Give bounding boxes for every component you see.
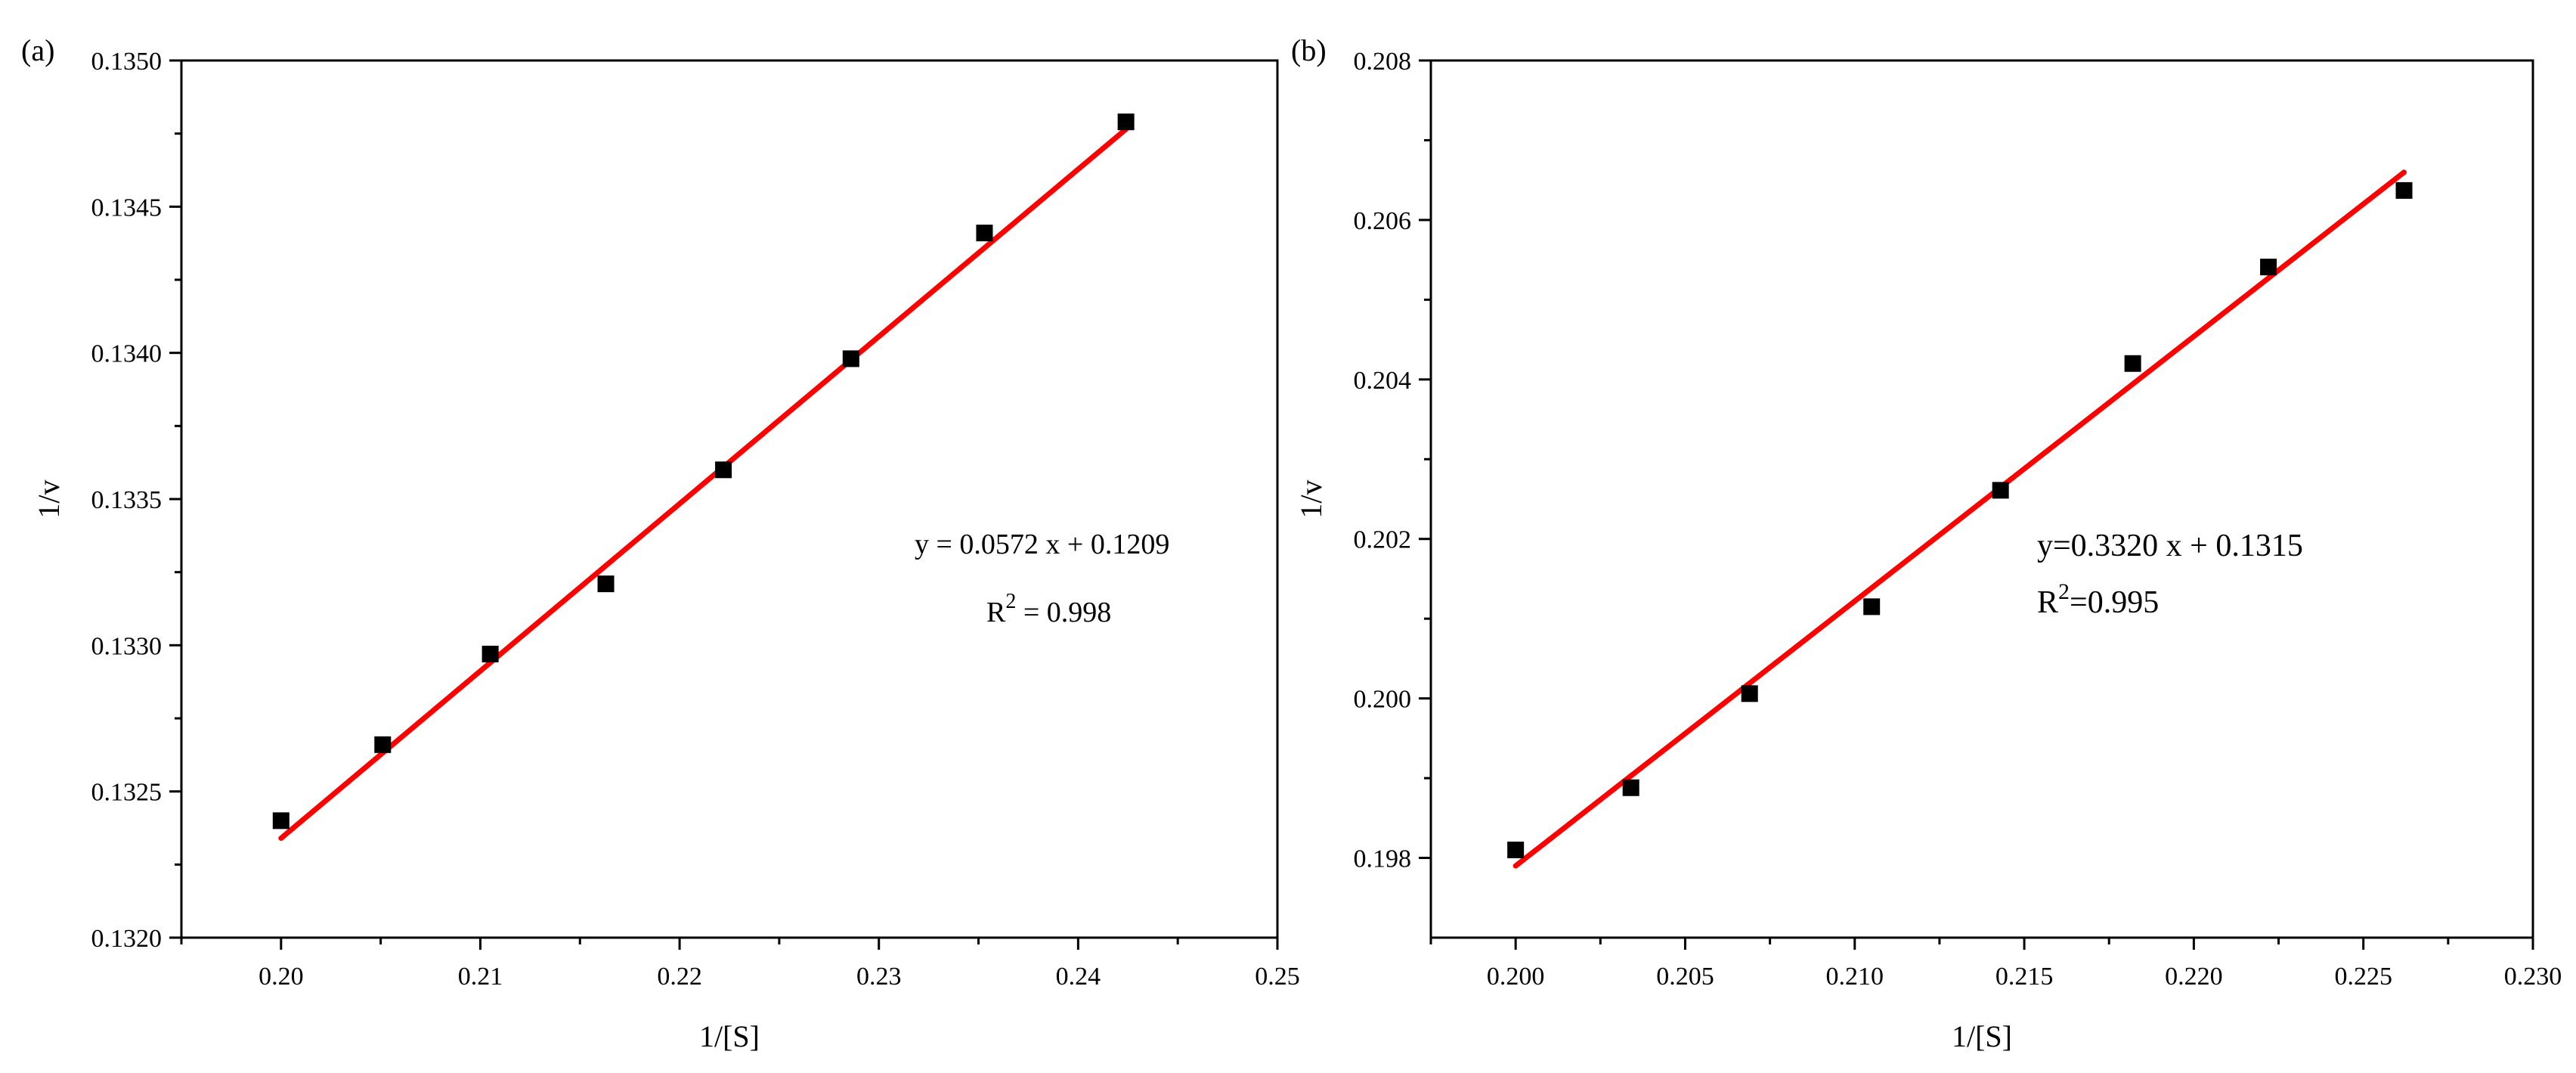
data-point xyxy=(374,736,392,753)
panel-b-label: (b) xyxy=(1291,33,1327,67)
x-tick-label: 0.230 xyxy=(2504,963,2562,991)
x-tick-label: 0.20 xyxy=(259,963,304,991)
panel-a-label: (a) xyxy=(21,33,54,67)
data-point xyxy=(1992,482,2009,499)
data-point xyxy=(597,575,615,593)
panel-a-points xyxy=(272,113,1135,830)
data-point xyxy=(1117,113,1135,131)
panel-b-points xyxy=(1507,181,2413,858)
panel-b-y-axis-title: 1/v xyxy=(1294,479,1328,518)
x-tick-label: 0.225 xyxy=(2334,963,2392,991)
x-tick-label: 0.22 xyxy=(657,963,702,991)
x-tick-label: 0.210 xyxy=(1826,963,1884,991)
panel-a-fit-equation: y = 0.0572 x + 0.1209 xyxy=(915,529,1169,560)
data-point xyxy=(1741,685,1758,702)
panel-b-fit-equation: y=0.3320 x + 0.1315 xyxy=(2037,529,2303,563)
x-tick-label: 0.205 xyxy=(1656,963,1714,991)
panel-b-r2-superscript: 2 xyxy=(2058,579,2070,604)
panel-b-x-axis-title: 1/[S] xyxy=(1952,1019,2012,1053)
x-tick-label: 0.24 xyxy=(1056,963,1101,991)
data-point xyxy=(272,812,289,830)
fit-line xyxy=(278,126,1129,842)
x-tick-label: 0.220 xyxy=(2165,963,2223,991)
data-point xyxy=(2124,355,2141,372)
data-point xyxy=(715,461,732,479)
panel-a-r2-superscript: 2 xyxy=(1005,590,1016,613)
panel-a-y-ticks: 0.1320 0.1325 0.1330 0.1335 0.1340 0.1345 0.13… xyxy=(91,48,181,953)
data-point xyxy=(1863,598,1881,616)
y-tick-label: 0.1350 xyxy=(91,48,163,76)
panel-b-r2-value: =0.995 xyxy=(2070,585,2159,620)
x-tick-label: 0.21 xyxy=(458,963,503,991)
data-point xyxy=(481,645,499,662)
data-point xyxy=(1622,779,1639,796)
data-point xyxy=(2395,181,2413,199)
y-tick-label: 0.1330 xyxy=(91,632,163,660)
x-tick-label: 0.25 xyxy=(1255,963,1300,991)
x-tick-label: 0.23 xyxy=(856,963,902,991)
y-tick-label: 0.198 xyxy=(1354,845,1412,873)
y-tick-label: 0.208 xyxy=(1354,48,1412,76)
panel-b-plot-frame xyxy=(1429,59,2534,939)
panel-a: (a) 0.20 0.21 0.22 0.23 0.24 0.25 0.13200.132… xyxy=(21,33,1300,1053)
fit-line xyxy=(1512,169,2407,869)
y-tick-label: 0.204 xyxy=(1354,367,1412,395)
y-tick-label: 0.206 xyxy=(1354,207,1412,235)
panel-b-y-ticks: 0.198 0.200 0.202 0.204 0.206 0.208 xyxy=(1354,48,1431,873)
panel-b: (b) 0.200 0.205 0.210 0.215 0.220 0.225 0.230 … xyxy=(1291,33,2562,1053)
x-tick-label: 0.200 xyxy=(1487,963,1545,991)
panel-b-r-squared: R2=0.995 xyxy=(2037,579,2159,620)
y-tick-label: 0.1320 xyxy=(91,925,163,953)
panel-a-x-ticks: 0.20 0.21 0.22 0.23 0.24 0.25 xyxy=(180,938,1300,991)
panel-a-r2-prefix: R xyxy=(986,597,1006,628)
data-point xyxy=(976,225,993,242)
panel-a-fit-line xyxy=(278,126,1129,842)
y-tick-label: 0.1340 xyxy=(91,340,163,368)
y-tick-label: 0.200 xyxy=(1354,686,1412,714)
panel-a-plot-frame xyxy=(180,59,1279,939)
panel-a-r2-value: = 0.998 xyxy=(1016,597,1111,628)
data-point xyxy=(842,350,859,367)
data-point xyxy=(1507,842,1525,858)
panel-b-x-ticks: 0.200 0.205 0.210 0.215 0.220 0.225 0.230 xyxy=(1429,938,2562,991)
y-tick-label: 0.202 xyxy=(1354,526,1412,554)
x-tick-label: 0.215 xyxy=(1995,963,2054,991)
panel-a-y-axis-title: 1/v xyxy=(32,479,66,518)
panel-b-r2-prefix: R xyxy=(2037,585,2058,620)
panel-b-fit-line xyxy=(1512,169,2407,869)
y-tick-label: 0.1325 xyxy=(91,779,163,807)
y-tick-label: 0.1335 xyxy=(91,486,163,514)
y-tick-label: 0.1345 xyxy=(91,194,163,222)
panel-a-r-squared: R2 = 0.998 xyxy=(986,590,1111,628)
panel-a-x-axis-title: 1/[S] xyxy=(699,1019,760,1053)
data-point xyxy=(2260,259,2277,276)
